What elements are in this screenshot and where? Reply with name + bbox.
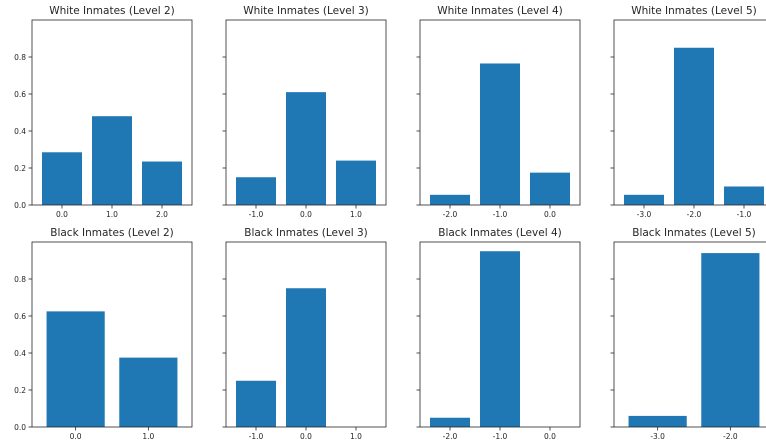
y-tick-label: 0.2 xyxy=(14,386,26,395)
x-tick-label: 0.0 xyxy=(56,210,68,219)
subplot-title: Black Inmates (Level 5) xyxy=(632,227,755,239)
bar xyxy=(480,251,520,427)
y-tick-label: 0.8 xyxy=(14,53,26,62)
subplot-1: 0.0 1.0 2.0 0.0 0.2 0.4 0.6 0.8 White Inmates (L… xyxy=(14,5,192,219)
bar xyxy=(286,92,326,205)
bar xyxy=(286,288,326,427)
x-tick-label: -2.0 xyxy=(443,210,458,219)
bar xyxy=(142,162,182,205)
bar xyxy=(92,116,132,205)
subplot-8: -3.0 -2.0 Black Inmates (Level 5) xyxy=(611,227,766,440)
subplot-7: -2.0 -1.0 0.0 Black Inmates (Level 4) xyxy=(417,227,581,440)
x-tick-label: 1.0 xyxy=(106,210,118,219)
bar xyxy=(42,152,82,205)
subplot-6: -1.0 0.0 1.0 Black Inmates (Level 3) xyxy=(223,227,387,440)
x-tick-label: -3.0 xyxy=(650,432,665,440)
bar xyxy=(480,63,520,205)
x-tick-label: 1.0 xyxy=(142,432,154,440)
y-tick-label: 0.0 xyxy=(14,201,26,210)
x-tick-label: 1.0 xyxy=(350,432,362,440)
x-tick-label: -2.0 xyxy=(443,432,458,440)
x-tick-label: 2.0 xyxy=(156,210,168,219)
bar xyxy=(336,161,376,205)
subplot-title: White Inmates (Level 2) xyxy=(49,5,175,17)
x-tick-label: -2.0 xyxy=(687,210,702,219)
y-tick-label: 0.6 xyxy=(14,312,26,321)
y-tick-label: 0.4 xyxy=(14,127,26,136)
subplot-title: White Inmates (Level 4) xyxy=(437,5,563,17)
subplot-4: -3.0 -2.0 -1.0 White Inmates (Level 5) xyxy=(611,5,766,219)
x-tick-label: -1.0 xyxy=(249,432,264,440)
y-tick-label: 0.6 xyxy=(14,90,26,99)
x-tick-label: -1.0 xyxy=(249,210,264,219)
y-tick-label: 0.4 xyxy=(14,349,26,358)
subplot-2: -1.0 0.0 1.0 White Inmates (Level 3) xyxy=(223,5,387,219)
bar xyxy=(624,195,664,205)
x-tick-label: 1.0 xyxy=(350,210,362,219)
bar xyxy=(236,381,276,427)
subplot-title: White Inmates (Level 3) xyxy=(243,5,369,17)
bar xyxy=(724,187,764,206)
subplot-title: Black Inmates (Level 2) xyxy=(50,227,173,239)
x-tick-label: -3.0 xyxy=(637,210,652,219)
x-tick-label: 0.0 xyxy=(544,210,556,219)
bar xyxy=(119,358,177,427)
subplot-title: Black Inmates (Level 3) xyxy=(244,227,367,239)
x-tick-label: 0.0 xyxy=(544,432,556,440)
x-tick-label: -2.0 xyxy=(723,432,738,440)
x-tick-label: 0.0 xyxy=(70,432,82,440)
bar xyxy=(629,416,687,427)
subplot-5: 0.0 1.0 0.0 0.2 0.4 0.6 0.8 Black Inmates (Leve… xyxy=(14,227,192,440)
bar xyxy=(530,173,570,205)
bar xyxy=(430,418,470,427)
bar xyxy=(701,253,759,427)
y-tick-label: 0.0 xyxy=(14,423,26,432)
bar xyxy=(674,48,714,205)
x-tick-label: -1.0 xyxy=(737,210,752,219)
bar xyxy=(430,195,470,205)
subplot-3: -2.0 -1.0 0.0 White Inmates (Level 4) xyxy=(417,5,581,219)
x-tick-label: -1.0 xyxy=(493,432,508,440)
subplot-title: Black Inmates (Level 4) xyxy=(438,227,561,239)
y-tick-label: 0.8 xyxy=(14,275,26,284)
x-tick-label: 0.0 xyxy=(300,432,312,440)
x-tick-label: 0.0 xyxy=(300,210,312,219)
y-tick-label: 0.2 xyxy=(14,164,26,173)
bar xyxy=(236,177,276,205)
subplot-title: White Inmates (Level 5) xyxy=(631,5,757,17)
x-tick-label: -1.0 xyxy=(493,210,508,219)
bar xyxy=(47,311,105,427)
